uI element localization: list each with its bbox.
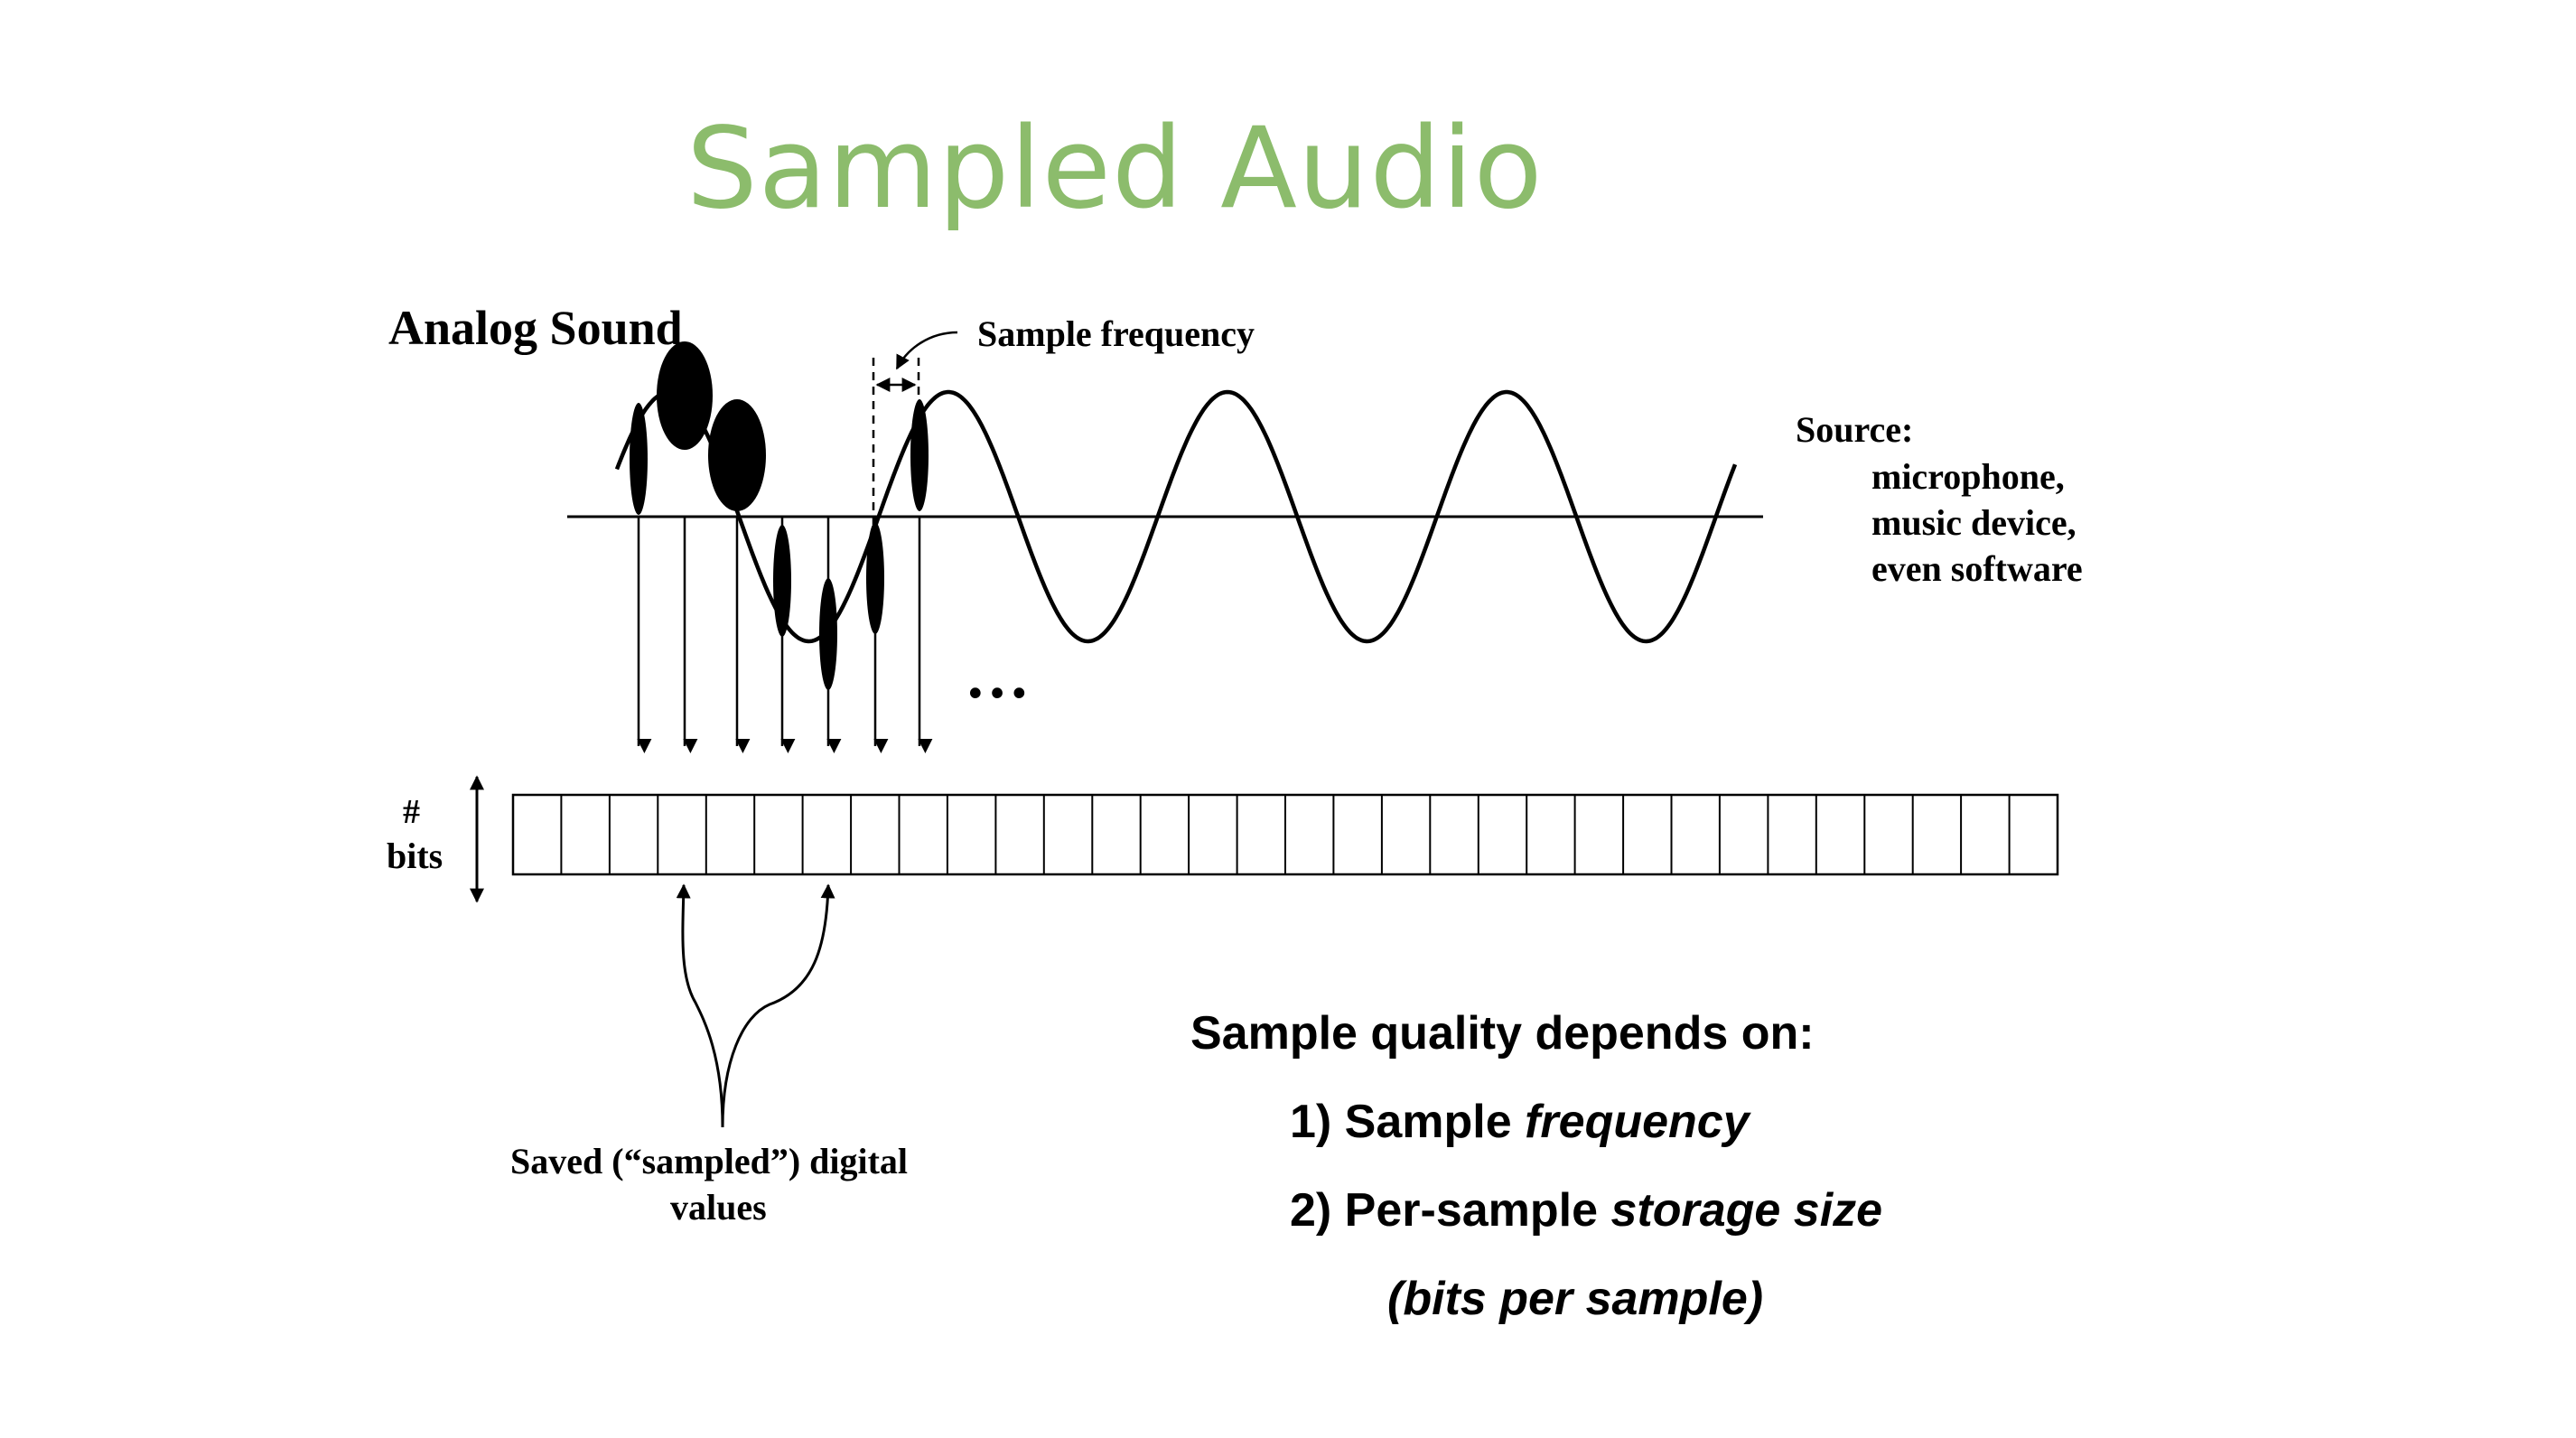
sample-point-4 (773, 525, 791, 637)
source-line-software: even software (1871, 548, 2083, 589)
source-line-microphone: microphone, (1871, 456, 2065, 497)
quality-item-storage: 2) Per-sample storage size (1290, 1187, 1882, 1234)
bit-register (511, 793, 2059, 876)
sample-frequency-label: Sample frequency (977, 313, 1255, 354)
quality-heading: Sample quality depends on: (1190, 1007, 1815, 1060)
source-line-music-device: music device, (1871, 502, 2077, 543)
saved-values-label-line2: values (670, 1187, 767, 1228)
slide-title: Sampled Audio (686, 104, 1544, 234)
bits-hash-label: # (403, 793, 420, 831)
quality-item-bits-per-sample-text: (bits per sample) (1387, 1273, 1764, 1325)
sample-points (630, 341, 929, 690)
quality-item-bits-per-sample: (bits per sample) (1387, 1275, 1763, 1322)
sample-point-6 (866, 522, 884, 634)
bits-label: bits (387, 836, 443, 876)
quality-item-frequency-emphasis: frequency (1525, 1096, 1750, 1148)
source-heading: Source: (1796, 409, 1914, 450)
ellipsis-continuation: … (965, 640, 1030, 712)
quality-item-frequency-prefix: 1) Sample (1290, 1096, 1526, 1148)
sample-point-2 (657, 341, 713, 450)
quality-item-frequency: 1) Sample frequency (1290, 1098, 1750, 1145)
sample-point-3 (708, 399, 766, 511)
sample-point-5 (819, 578, 837, 690)
quality-item-storage-emphasis: storage size (1610, 1184, 1883, 1237)
sample-point-1 (630, 403, 648, 515)
analog-sound-label: Analog Sound (388, 301, 683, 355)
sample-point-7 (910, 399, 929, 511)
saved-values-brace-left (676, 883, 724, 1128)
saved-values-brace-right (721, 883, 835, 1128)
saved-values-label-line1: Saved (“sampled”) digital (510, 1141, 909, 1181)
quality-item-storage-prefix: 2) Per-sample (1290, 1184, 1611, 1237)
frequency-pointer-curve (895, 331, 958, 370)
sine-wave (614, 389, 1738, 644)
